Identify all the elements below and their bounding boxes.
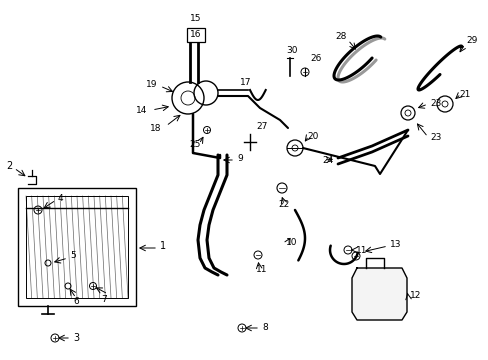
Text: 23: 23: [429, 99, 441, 108]
Text: 10: 10: [285, 238, 297, 247]
Text: 26: 26: [309, 54, 321, 63]
Text: 8: 8: [262, 324, 267, 333]
Text: 23: 23: [429, 132, 441, 141]
Text: 19: 19: [146, 80, 157, 89]
Text: 28: 28: [334, 32, 346, 41]
Text: 2: 2: [6, 161, 12, 171]
Text: 11: 11: [256, 265, 267, 274]
Text: 21: 21: [458, 90, 469, 99]
Bar: [26, 196, 128, 298]
Text: 6: 6: [73, 297, 79, 306]
Text: 1: 1: [160, 241, 166, 251]
Text: 4: 4: [58, 194, 63, 202]
Text: 5: 5: [70, 252, 76, 261]
Text: 22: 22: [278, 199, 289, 208]
Bar: [186, 28, 204, 42]
Bar: [18, 188, 136, 306]
Text: 20: 20: [306, 131, 318, 140]
Text: 12: 12: [409, 292, 421, 301]
Text: 15: 15: [190, 14, 201, 23]
Text: 18: 18: [150, 123, 161, 132]
Text: 29: 29: [465, 36, 476, 45]
Text: 25: 25: [189, 140, 200, 149]
Text: 9: 9: [237, 153, 242, 162]
Text: 27: 27: [256, 122, 267, 131]
Text: 30: 30: [285, 45, 297, 54]
Text: 17: 17: [240, 77, 251, 86]
Text: 24: 24: [321, 156, 332, 165]
Text: 3: 3: [73, 333, 79, 343]
Text: 14: 14: [136, 105, 147, 114]
Polygon shape: [351, 268, 406, 320]
Text: 13: 13: [389, 239, 401, 248]
Text: 7: 7: [101, 296, 106, 305]
Text: 11: 11: [355, 246, 367, 255]
Text: 16: 16: [190, 30, 201, 39]
